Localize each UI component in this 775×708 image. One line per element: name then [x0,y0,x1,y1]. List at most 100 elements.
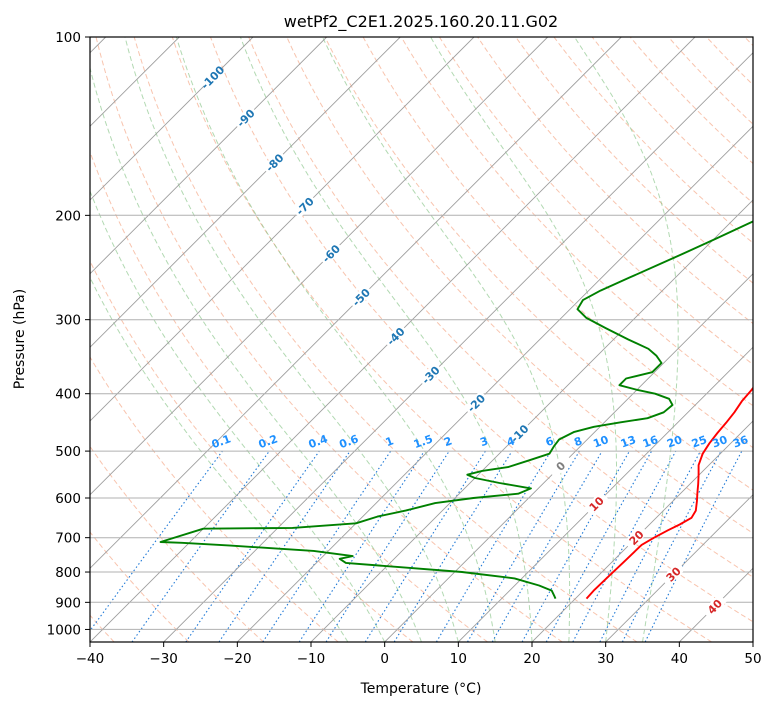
mixing-ratio-line [131,450,270,642]
mixing-ratio-label: 1.5 [412,432,435,451]
mixing-ratio-label: 30 [710,433,729,451]
mixing-ratio-line [521,450,630,642]
moist-adiabat [124,37,459,642]
isotherm [384,273,753,642]
moist-adiabat [90,276,349,642]
x-tick-label: 40 [671,651,688,667]
dry-adiabat [515,37,753,284]
mixing-ratio-label: 0.6 [338,432,361,451]
dry-adiabat [438,37,753,366]
mixing-ratio-label: 13 [619,433,638,450]
dry-adiabat [171,37,712,642]
mixing-ratio-line [545,450,653,642]
x-tick-label: −40 [76,651,105,667]
mixing-ratio-line [218,450,351,642]
x-tick-label: −20 [223,651,252,667]
x-tick-label: 0 [380,651,389,667]
isotherm-label: 0 [547,453,573,479]
mixing-ratio-label: 25 [690,433,709,450]
x-axis: −40 −30 −20 −10 0 10 20 30 40 50 [76,642,762,667]
dry-adiabat [133,37,638,642]
mixing-ratio-label: 4 [505,434,517,449]
x-axis-label: Temperature (°C) [360,681,482,697]
dewpoint-trace [159,220,753,599]
mixing-ratio-line [644,450,743,642]
x-tick-label: −10 [297,651,326,667]
moist-adiabat [175,37,496,642]
temperature-trace [585,386,753,600]
mixing-ratio-label: 0.1 [210,432,233,451]
isotherm [90,37,254,201]
isotherm-label-bg [382,323,408,349]
isotherm-label-bg [318,240,344,266]
isotherm-label-bg [623,524,649,550]
y-tick-label: 100 [55,30,81,46]
x-tick-label: 50 [744,651,761,667]
mixing-ratio-label: 8 [572,434,584,449]
isotherm [90,37,401,348]
chart-title: wetPf2_C2E1.2025.160.20.11.G02 [284,12,558,32]
y-tick-label: 900 [55,595,81,611]
moist-adiabat [239,37,533,642]
moist-adiabat [430,37,617,642]
isotherm [90,37,622,569]
dry-adiabat [324,37,753,491]
mixing-ratio-label: 1 [384,434,396,449]
isobar-grid [90,37,753,630]
y-tick-label: 600 [55,491,81,507]
x-tick-label: 10 [450,651,467,667]
y-tick-label: 200 [55,208,81,224]
mixing-ratio-label: 16 [641,433,660,451]
y-tick-label: 1000 [47,622,81,638]
mixing-ratio-label: 36 [731,433,750,451]
x-tick-label: 30 [597,651,614,667]
mixing-ratio-label: 10 [591,433,610,451]
isotherm [90,37,549,496]
isotherm [605,494,753,642]
isotherm-label-bg [547,453,573,479]
isotherm [310,199,753,642]
mixing-ratio-label: 20 [665,433,684,451]
y-axis-label: Pressure (hPa) [12,289,28,389]
y-tick-label: 700 [55,531,81,547]
mixing-ratio-label: 0.2 [257,432,280,451]
x-tick-label: 20 [523,651,540,667]
mixing-ratio-label: 2 [442,434,454,449]
mixing-ratio-label: 6 [544,434,556,449]
isotherm [163,52,753,642]
moist-adiabat [90,189,386,642]
isotherm-label-bg [261,149,287,175]
plot-area: -100-90-80-70-60-50-40-30-20-10010203040… [90,37,753,642]
mixing-ratio-line [572,450,677,642]
dry-adiabat [248,37,753,578]
isotherm-label-bg [417,362,443,388]
dry-adiabat [90,445,264,642]
isotherm-label-bg [701,593,727,619]
mixing-ratio-labels: 0.1 0.2 0.4 0.6 1 1.5 2 3 4 6 8 10 13 16 20 25 30 36 [210,432,751,451]
isotherm-label-bg [660,561,686,587]
isotherm [236,125,753,642]
moist-adiabat [90,65,422,642]
isotherm-label-bg [583,491,609,516]
mixing-ratio-line [325,450,450,642]
y-tick-label: 800 [55,565,81,581]
mixing-ratio-label: 0.4 [307,432,330,451]
x-tick-label: −30 [149,651,178,667]
y-tick-label: 300 [55,313,81,329]
isotherm-label-bg [506,420,532,446]
y-tick-label: 500 [55,444,81,460]
mixing-ratio-line [393,450,513,642]
y-tick-label: 400 [55,387,81,403]
y-axis: 100 200 300 400 500 600 700 800 900 1000 [47,30,90,638]
dry-adiabat [90,150,488,642]
dry-adiabat [95,37,563,642]
dry-adiabat [90,356,339,642]
plot-frame [89,36,754,643]
moist-adiabat [322,37,571,642]
mixing-ratio-lines [90,450,743,642]
isotherm [90,37,328,275]
isotherm-label-bg [232,105,258,131]
